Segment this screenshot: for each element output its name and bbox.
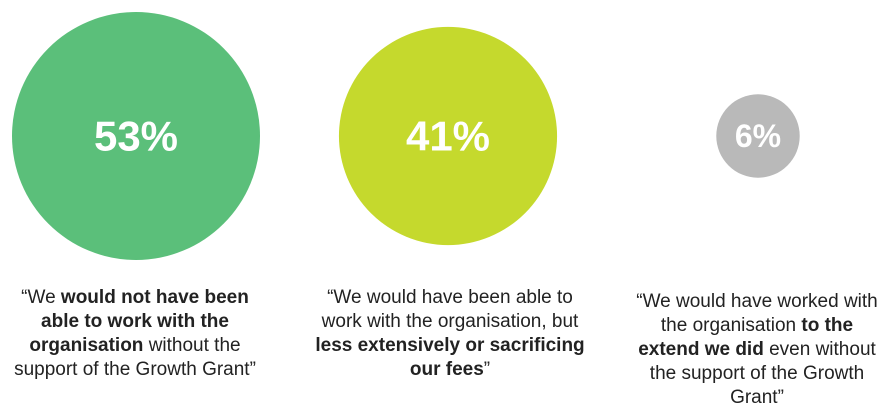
caption-2-part-2: less extensively or sacrificing our fees	[315, 335, 585, 380]
bubble-value-label-3: 6%	[735, 118, 781, 154]
caption-3: “We would have worked with the organisat…	[630, 290, 884, 410]
caption-3-part-2: to the extend we did	[638, 315, 854, 360]
bubble-2	[338, 26, 558, 246]
caption-2-part-1: “We would have been able to work with th…	[321, 287, 579, 332]
caption-2-part-3: ”	[483, 359, 491, 380]
caption-2: “We would have been able to work with th…	[310, 286, 590, 382]
caption-1: “We would not have been able to work wit…	[0, 286, 270, 382]
caption-1-part-3: without the support of the Growth Grant”	[14, 335, 256, 380]
caption-1-part-1: “We	[21, 287, 61, 308]
caption-3-part-3: even without the support of the Growth G…	[649, 339, 876, 408]
bubble-3	[716, 94, 800, 178]
bubble-value-label-2: 41%	[406, 113, 490, 160]
bubble-value-label-1: 53%	[94, 113, 178, 160]
bubble-1	[12, 12, 260, 260]
caption-3-part-1: “We would have worked with the organisat…	[636, 291, 878, 336]
caption-1-part-2: would not have been able to work with th…	[29, 287, 249, 356]
